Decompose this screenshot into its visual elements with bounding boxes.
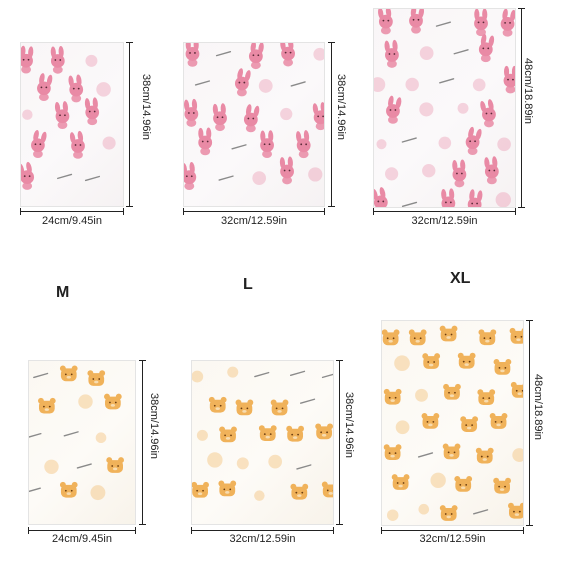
- orange-small-width-label: 24cm/9.45in: [52, 533, 112, 545]
- bear-pattern: [382, 325, 523, 521]
- bear-pattern: [29, 365, 124, 501]
- size-label-l: L: [243, 276, 253, 293]
- orange-bag-medium: [191, 360, 334, 525]
- orange-medium-height-label: 38cm/14.96in: [343, 392, 355, 459]
- orange-medium-width-line: [191, 527, 334, 534]
- orange-small-height-label: 38cm/14.96in: [148, 393, 160, 460]
- pink-small-height-line: [126, 42, 133, 207]
- pink-small-width-label: 24cm/9.45in: [42, 215, 102, 227]
- pink-large-width-label: 32cm/12.59in: [411, 215, 478, 227]
- pink-bag-small: [20, 42, 124, 207]
- pink-bag-large: [373, 8, 516, 208]
- pink-large-height-line: [518, 8, 525, 208]
- orange-small-height-line: [139, 360, 146, 525]
- pink-large-width-line: [373, 208, 516, 215]
- pink-bag-medium: [183, 42, 325, 207]
- orange-small-width-line: [28, 527, 136, 534]
- orange-medium-height-line: [336, 360, 343, 525]
- orange-bag-large: [381, 320, 524, 526]
- pink-medium-height-label: 38cm/14.96in: [335, 74, 347, 141]
- pink-small-height-label: 38cm/14.96in: [140, 74, 152, 141]
- orange-large-height-line: [526, 320, 533, 526]
- pink-medium-width-line: [183, 208, 325, 215]
- bunny-pattern: [21, 45, 116, 190]
- orange-large-height-label: 48cm/18.89in: [532, 374, 544, 441]
- size-label-m: M: [56, 284, 70, 301]
- bear-pattern: [192, 366, 333, 501]
- orange-large-width-label: 32cm/12.59in: [419, 533, 486, 545]
- pink-medium-height-line: [328, 42, 335, 207]
- orange-medium-width-label: 32cm/12.59in: [229, 533, 296, 545]
- pink-medium-width-label: 32cm/12.59in: [220, 215, 288, 227]
- bunny-pattern: [184, 43, 324, 191]
- pink-small-width-line: [20, 208, 124, 215]
- bunny-pattern: [374, 9, 515, 207]
- pink-large-height-label: 48cm/18.89in: [522, 58, 534, 125]
- size-label-xl: XL: [450, 270, 471, 287]
- orange-bag-small: [28, 360, 136, 525]
- orange-large-width-line: [381, 527, 524, 534]
